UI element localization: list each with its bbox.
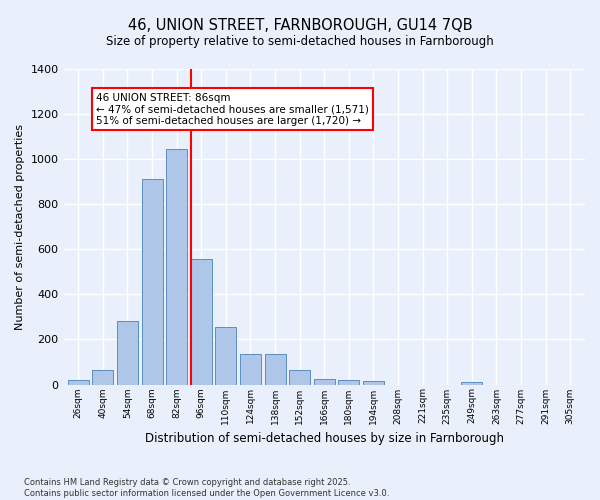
Bar xyxy=(314,379,335,384)
Bar xyxy=(117,322,138,384)
Y-axis label: Number of semi-detached properties: Number of semi-detached properties xyxy=(15,124,25,330)
Text: 46 UNION STREET: 86sqm
← 47% of semi-detached houses are smaller (1,571)
51% of : 46 UNION STREET: 86sqm ← 47% of semi-det… xyxy=(96,92,369,126)
Bar xyxy=(215,327,236,384)
Bar xyxy=(92,370,113,384)
Bar xyxy=(338,380,359,384)
Bar xyxy=(363,381,384,384)
Bar xyxy=(265,354,286,384)
Bar xyxy=(166,149,187,384)
Bar xyxy=(68,380,89,384)
Text: Contains HM Land Registry data © Crown copyright and database right 2025.
Contai: Contains HM Land Registry data © Crown c… xyxy=(24,478,389,498)
Bar xyxy=(191,260,212,384)
Bar xyxy=(142,180,163,384)
Bar xyxy=(461,382,482,384)
Bar xyxy=(240,354,261,384)
Text: Size of property relative to semi-detached houses in Farnborough: Size of property relative to semi-detach… xyxy=(106,35,494,48)
Text: 46, UNION STREET, FARNBOROUGH, GU14 7QB: 46, UNION STREET, FARNBOROUGH, GU14 7QB xyxy=(128,18,472,32)
X-axis label: Distribution of semi-detached houses by size in Farnborough: Distribution of semi-detached houses by … xyxy=(145,432,504,445)
Bar xyxy=(289,370,310,384)
